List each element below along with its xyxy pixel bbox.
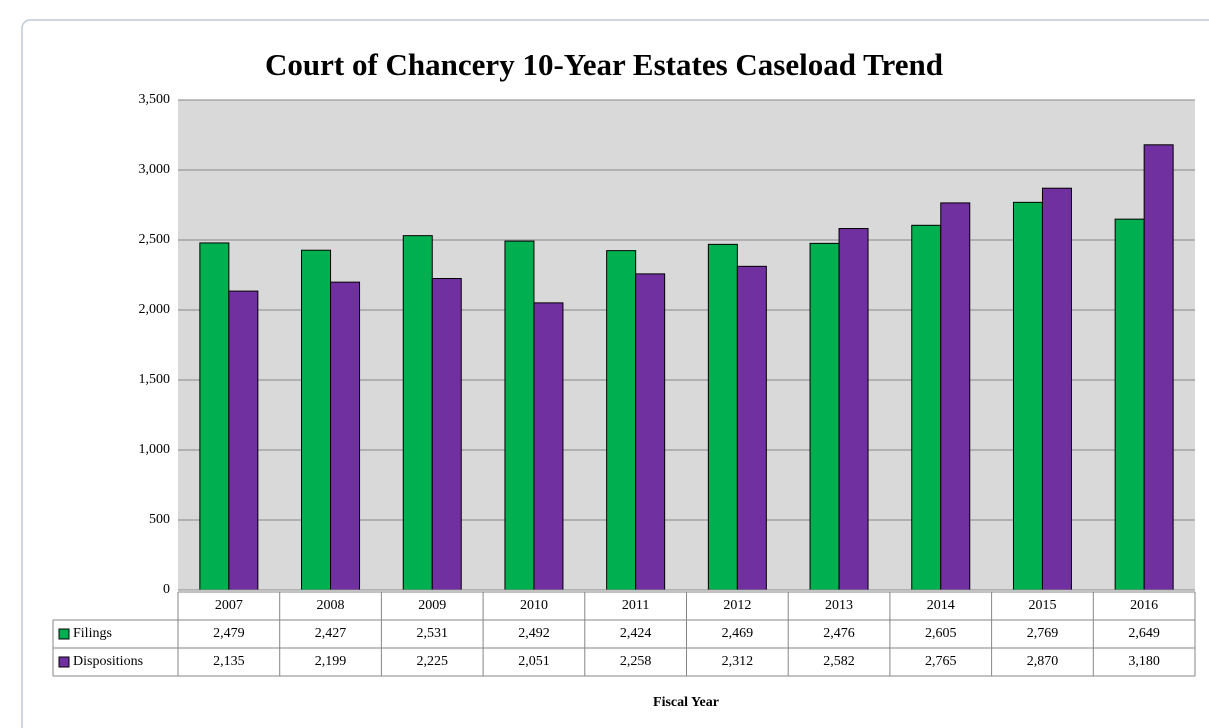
- y-tick-label: 1,500: [139, 372, 171, 387]
- legend-swatch: [58, 628, 70, 640]
- y-tick-label: 1,000: [139, 442, 171, 457]
- table-value: 2,469: [722, 626, 754, 641]
- bar: [911, 224, 942, 591]
- x-tick-label: 2007: [215, 598, 243, 613]
- bar: [402, 235, 433, 591]
- table-value: 2,424: [620, 626, 652, 641]
- y-tick-label: 500: [149, 512, 170, 527]
- y-tick-label: 3,000: [139, 162, 171, 177]
- table-value: 3,180: [1128, 654, 1160, 669]
- table-value: 2,870: [1027, 654, 1059, 669]
- table-value: 2,531: [417, 626, 449, 641]
- bar: [533, 302, 564, 591]
- table-value: 2,135: [213, 654, 245, 669]
- x-tick-label: 2012: [723, 598, 751, 613]
- table-value: 2,199: [315, 654, 347, 669]
- legend-label: Filings: [73, 626, 112, 641]
- bar: [1143, 144, 1174, 591]
- x-tick-label: 2013: [825, 598, 853, 613]
- table-value: 2,765: [925, 654, 957, 669]
- x-tick-label: 2014: [927, 598, 955, 613]
- bar: [431, 278, 462, 591]
- legend-label: Dispositions: [73, 654, 143, 669]
- y-tick-label: 2,500: [139, 232, 171, 247]
- bar: [838, 228, 869, 591]
- y-tick-label: 0: [163, 582, 170, 597]
- bar: [736, 265, 767, 591]
- y-tick-label: 2,000: [139, 302, 171, 317]
- table-value: 2,649: [1128, 626, 1160, 641]
- table-value: 2,258: [620, 654, 652, 669]
- bar: [504, 240, 535, 591]
- bar: [635, 273, 666, 591]
- bar: [940, 202, 971, 591]
- chart-title: Court of Chancery 10-Year Estates Caselo…: [265, 47, 943, 82]
- x-tick-label: 2010: [520, 598, 548, 613]
- y-tick-label: 3,500: [139, 92, 171, 107]
- table-value: 2,312: [722, 654, 754, 669]
- bar: [301, 249, 332, 591]
- bar: [1012, 201, 1043, 591]
- table-value: 2,051: [518, 654, 550, 669]
- x-tick-label: 2009: [418, 598, 446, 613]
- bar: [809, 242, 840, 591]
- table-value: 2,225: [417, 654, 449, 669]
- bar: [330, 281, 361, 591]
- table-value: 2,769: [1027, 626, 1059, 641]
- x-tick-label: 2008: [317, 598, 345, 613]
- table-value: 2,479: [213, 626, 245, 641]
- bar: [199, 242, 230, 591]
- bar: [606, 250, 637, 591]
- table-value: 2,605: [925, 626, 957, 641]
- table-value: 2,476: [823, 626, 855, 641]
- x-tick-label: 2016: [1130, 598, 1158, 613]
- bar: [707, 243, 738, 591]
- x-axis-title: Fiscal Year: [653, 695, 719, 710]
- x-tick-label: 2011: [622, 598, 649, 613]
- table-value: 2,427: [315, 626, 347, 641]
- bar: [1041, 187, 1072, 591]
- bar: [1114, 218, 1145, 591]
- table-value: 2,492: [518, 626, 550, 641]
- x-tick-label: 2015: [1028, 598, 1056, 613]
- table-value: 2,582: [823, 654, 855, 669]
- legend-swatch: [58, 656, 70, 668]
- bar: [228, 290, 259, 591]
